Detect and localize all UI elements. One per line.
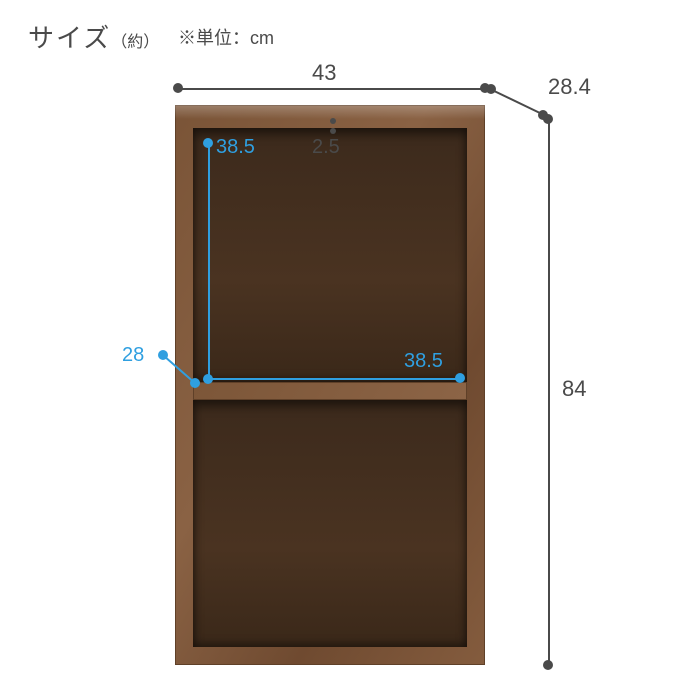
dim-width-label: 43 <box>312 60 336 86</box>
dim-height-dot-top <box>543 114 553 124</box>
dim-shelfd-label: 28 <box>122 344 144 367</box>
dim-topthk-dot-a <box>330 118 336 124</box>
title-paren: （約） <box>111 34 159 51</box>
dim-depth-dot-a <box>486 84 496 94</box>
dim-topthk-label: 2.5 <box>312 136 340 159</box>
dim-innerw-dot-right <box>455 373 465 383</box>
shelf-top-cavity <box>193 128 467 382</box>
dim-innerh-dot-top <box>203 138 213 148</box>
shelf-bottom-cavity <box>193 400 467 647</box>
dim-innerh-line <box>208 144 210 380</box>
dim-shelfd-dot-a <box>158 350 168 360</box>
dim-width-line <box>178 88 484 90</box>
title-main: サイズ <box>28 23 111 53</box>
page-title: サイズ（約） <box>28 18 159 55</box>
dim-innerw-label: 38.5 <box>404 350 443 373</box>
dim-height-label: 84 <box>562 376 586 402</box>
dim-width-dot-left <box>173 83 183 93</box>
dim-height-line <box>548 118 550 664</box>
dim-depth-label: 28.4 <box>548 74 591 100</box>
unit-note: ※単位：cm <box>178 24 274 50</box>
dim-height-dot-bot <box>543 660 553 670</box>
dim-topthk-dot-b <box>330 128 336 134</box>
dim-innerw-line <box>210 378 460 380</box>
dim-shelfd-dot-b <box>190 378 200 388</box>
shelf-mid-board <box>193 382 467 400</box>
dim-innerh-label: 38.5 <box>216 136 255 159</box>
